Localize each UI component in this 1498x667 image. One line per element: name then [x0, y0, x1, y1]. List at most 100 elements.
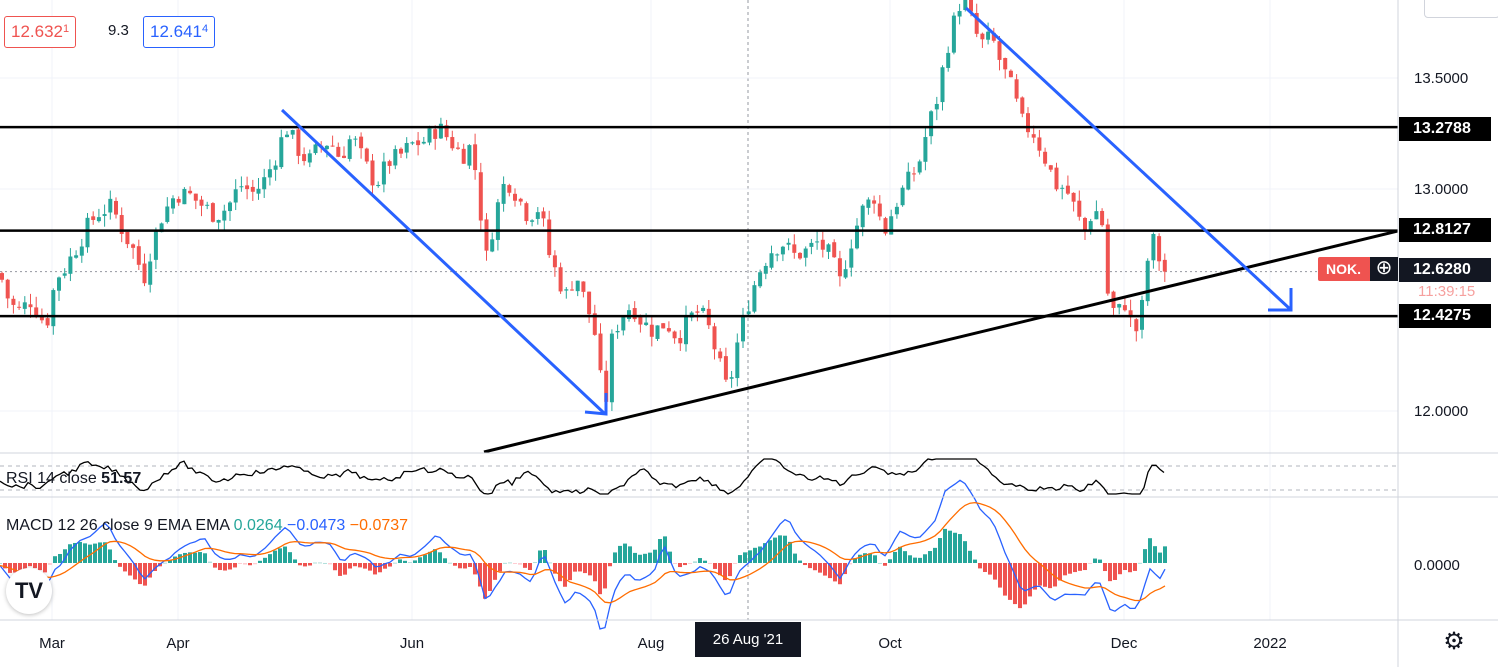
candle-body — [872, 200, 877, 204]
trend-lines — [280, 6, 1399, 454]
tradingview-logo-icon[interactable]: TV — [6, 568, 52, 614]
candle-body — [923, 137, 928, 162]
macd-histogram-bar — [883, 563, 887, 566]
macd-histogram-bar — [328, 563, 332, 565]
candle-body — [769, 253, 774, 268]
macd-histogram-bar — [68, 544, 72, 563]
macd-histogram-bar — [838, 563, 842, 585]
rsi-value: 51.57 — [101, 470, 142, 487]
macd-histogram-bar — [643, 553, 647, 563]
macd-histogram-bar — [608, 563, 612, 567]
macd-histogram-bar — [518, 563, 522, 565]
macd-histogram-bar — [333, 563, 337, 571]
macd-histogram-bar — [323, 562, 327, 564]
candle-body — [222, 210, 227, 221]
macd-histogram-bar — [133, 563, 137, 580]
settings-gear-icon[interactable]: ⚙ — [1443, 628, 1465, 655]
macd-histogram-bar — [498, 563, 502, 572]
candle-body — [1145, 260, 1150, 302]
rsi-legend[interactable]: RSI 14 close 51.57 — [6, 470, 141, 488]
bid-price-button[interactable]: 12.6321 — [4, 16, 77, 48]
macd-histogram-bar — [408, 562, 412, 564]
macd-histogram-bar — [343, 563, 347, 575]
macd-histogram-bar — [683, 563, 687, 566]
candle-body — [302, 154, 307, 162]
ask-price-button[interactable]: 12.6414 — [143, 16, 216, 48]
candle-body — [290, 130, 295, 135]
candle-body — [1100, 210, 1105, 226]
macd-histogram-bar — [73, 542, 77, 563]
candle-body — [171, 198, 175, 209]
candle-body — [473, 144, 478, 171]
candle-body — [456, 147, 460, 149]
macd-histogram-bar — [108, 549, 112, 563]
candle-body — [131, 244, 136, 248]
macd-histogram-bar — [398, 559, 402, 563]
macd-histogram-bar — [773, 537, 777, 563]
candle-body — [484, 219, 489, 251]
candle-body — [678, 337, 683, 344]
macd-histogram-bar — [938, 538, 942, 563]
macd-histogram-bar — [193, 552, 197, 563]
candle-body — [478, 172, 483, 221]
macd-histogram-bar — [278, 548, 282, 563]
candle-body — [393, 149, 398, 166]
macd-histogram-bar — [338, 563, 342, 576]
spread-value: 9.3 — [108, 22, 129, 39]
macd-histogram-bar — [18, 563, 22, 573]
candle-body — [68, 256, 73, 274]
candle-body — [119, 215, 124, 234]
macd-histogram-bar — [1063, 563, 1067, 576]
candle-body — [815, 241, 820, 243]
candle-body — [404, 142, 409, 153]
candle-body — [712, 326, 717, 350]
candle-body — [324, 145, 329, 150]
candle-body — [307, 153, 312, 163]
price-tick-label: 13.5000 — [1414, 70, 1468, 87]
macd-histogram-bar — [648, 552, 652, 563]
macd-histogram-bar — [673, 563, 677, 564]
macd-histogram-bar — [13, 563, 17, 573]
candle-body — [638, 317, 643, 325]
candle-body — [228, 202, 232, 212]
candle-body — [575, 280, 580, 292]
macd-legend[interactable]: MACD 12 26 close 9 EMA EMA 0.0264 −0.047… — [6, 517, 408, 535]
plus-icon[interactable]: ⊕ — [1370, 257, 1398, 281]
candle-body — [450, 137, 455, 149]
candle-body — [1077, 200, 1082, 217]
candle-body — [188, 190, 193, 194]
candle-body — [62, 273, 67, 276]
candle-body — [51, 290, 56, 327]
toolbar-corner[interactable] — [1424, 0, 1498, 18]
macd-histogram-bar — [618, 545, 622, 563]
macd-histogram-bar — [153, 563, 157, 571]
macd-histogram-bar — [213, 563, 217, 568]
candle-body — [1031, 134, 1036, 138]
macd-histogram-bar — [198, 552, 202, 563]
macd-histogram-bar — [948, 530, 952, 563]
macd-histogram-bar — [893, 551, 897, 563]
macd-histogram-bar — [778, 535, 782, 563]
candle-body — [153, 230, 158, 260]
candle-body — [114, 200, 118, 215]
macd-histogram-bar — [928, 551, 932, 563]
macd-histogram-bar — [298, 563, 302, 566]
candle-body — [746, 311, 751, 315]
macd-histogram-bar — [288, 552, 292, 563]
candle-body — [587, 291, 592, 315]
candle-body — [45, 318, 50, 326]
candle-body — [598, 333, 603, 371]
candle-body — [39, 315, 44, 321]
macd-histogram-bar — [103, 542, 107, 563]
macd-histogram-bar — [458, 563, 462, 569]
macd-histogram-bar — [228, 563, 232, 570]
candle-body — [490, 239, 495, 252]
candle-body — [233, 189, 238, 203]
rsi-pane — [0, 458, 1398, 495]
candle-body — [991, 32, 996, 41]
macd-histogram-bar — [178, 554, 182, 563]
candle-body — [342, 155, 346, 158]
candle-body — [900, 187, 905, 206]
macd-histogram-bar — [908, 555, 912, 563]
